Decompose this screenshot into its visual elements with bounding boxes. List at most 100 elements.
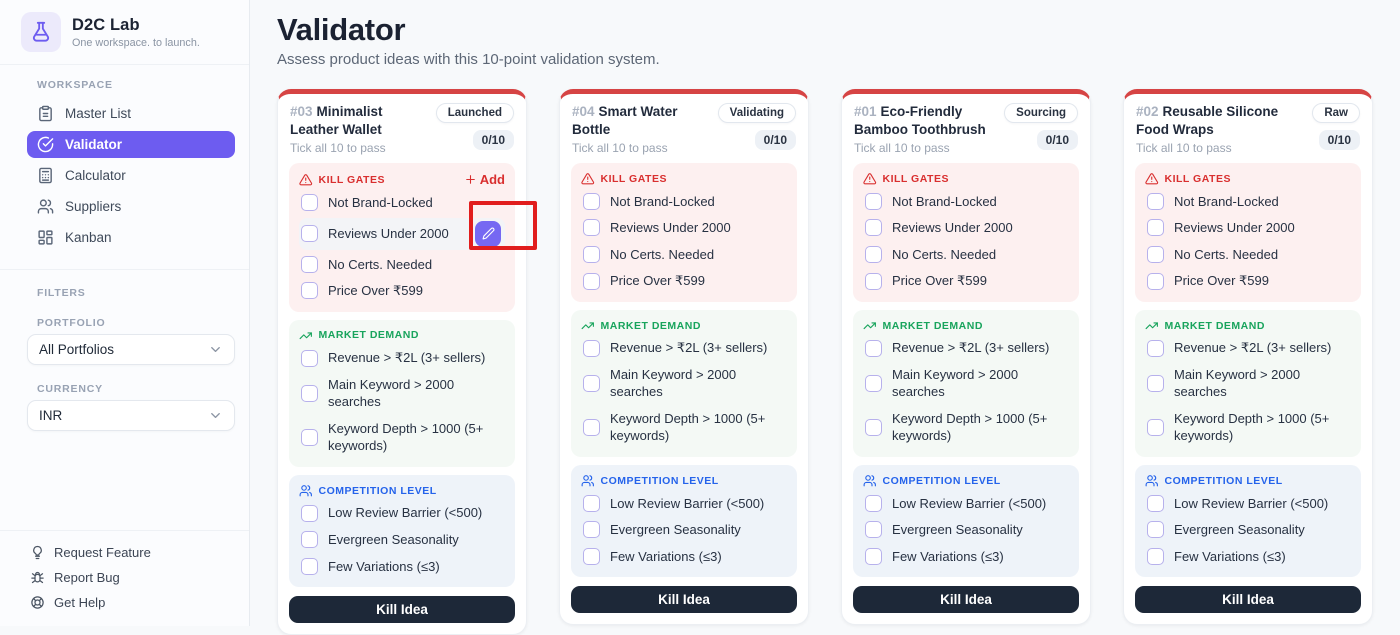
kill-idea-button[interactable]: Kill Idea	[571, 586, 797, 614]
checklist-item[interactable]: No Certs. Needed	[299, 253, 505, 277]
checkbox[interactable]	[583, 494, 600, 512]
checklist-item[interactable]: Keyword Depth > 1000 (5+ keywords)	[299, 417, 505, 458]
checkbox[interactable]	[865, 547, 882, 565]
checklist-item[interactable]: Evergreen Seasonality	[863, 518, 1069, 542]
checklist-item[interactable]: Low Review Barrier (<500)	[863, 492, 1069, 516]
checkbox[interactable]	[1147, 245, 1164, 263]
checkbox[interactable]	[583, 374, 600, 392]
checkbox[interactable]	[301, 282, 318, 300]
sidebar-item-suppliers[interactable]: Suppliers	[27, 193, 235, 220]
checklist-item[interactable]: Revenue > ₹2L (3+ sellers)	[581, 336, 787, 360]
checklist-item[interactable]: Reviews Under 2000	[1145, 216, 1351, 240]
checkbox[interactable]	[865, 374, 882, 392]
checklist-item[interactable]: Evergreen Seasonality	[299, 528, 505, 552]
checkbox[interactable]	[583, 219, 600, 237]
checklist-item[interactable]: Few Variations (≤3)	[299, 555, 505, 579]
checkbox[interactable]	[865, 272, 882, 290]
checklist-item[interactable]: Low Review Barrier (<500)	[581, 492, 787, 516]
checkbox[interactable]	[865, 521, 882, 539]
checkbox[interactable]	[583, 339, 600, 357]
checkbox[interactable]	[301, 557, 318, 575]
checklist-item[interactable]: Main Keyword > 2000 searches	[299, 373, 505, 414]
checkbox[interactable]	[865, 219, 882, 237]
checkbox[interactable]	[1147, 272, 1164, 290]
checklist-item[interactable]: No Certs. Needed	[581, 243, 787, 267]
status-badge[interactable]: Sourcing	[1004, 103, 1078, 123]
checklist-item[interactable]: Not Brand-Locked	[863, 190, 1069, 214]
checkbox[interactable]	[865, 339, 882, 357]
checklist-item[interactable]: Price Over ₹599	[1145, 269, 1351, 293]
currency-select[interactable]: INR	[27, 400, 235, 431]
checkbox[interactable]	[1147, 547, 1164, 565]
checklist-item[interactable]: Price Over ₹599	[863, 269, 1069, 293]
add-gate-button[interactable]: Add	[464, 172, 505, 187]
checkbox[interactable]	[865, 494, 882, 512]
checklist-item[interactable]: Few Variations (≤3)	[1145, 545, 1351, 569]
status-badge[interactable]: Launched	[435, 103, 514, 123]
checklist-item[interactable]: Reviews Under 2000	[863, 216, 1069, 240]
get-help-link[interactable]: Get Help	[30, 595, 249, 610]
checkbox[interactable]	[583, 245, 600, 263]
checklist-item[interactable]: Evergreen Seasonality	[1145, 518, 1351, 542]
checkbox[interactable]	[583, 418, 600, 436]
checkbox[interactable]	[301, 428, 318, 446]
checklist-item[interactable]: Keyword Depth > 1000 (5+ keywords)	[1145, 407, 1351, 448]
checklist-item[interactable]: Not Brand-Locked	[1145, 190, 1351, 214]
checkbox[interactable]	[865, 418, 882, 436]
checklist-item[interactable]: Price Over ₹599	[581, 269, 787, 293]
checkbox[interactable]	[1147, 418, 1164, 436]
checkbox[interactable]	[1147, 521, 1164, 539]
sidebar-item-validator[interactable]: Validator	[27, 131, 235, 158]
checklist-item[interactable]: Few Variations (≤3)	[581, 545, 787, 569]
checklist-item[interactable]: Reviews Under 2000	[299, 217, 505, 250]
request-feature-link[interactable]: Request Feature	[30, 545, 249, 560]
checklist-item[interactable]: Revenue > ₹2L (3+ sellers)	[1145, 336, 1351, 360]
checkbox[interactable]	[301, 504, 318, 522]
status-badge[interactable]: Raw	[1312, 103, 1360, 123]
checkbox[interactable]	[583, 272, 600, 290]
checklist-item[interactable]: Main Keyword > 2000 searches	[863, 363, 1069, 404]
checkbox[interactable]	[865, 192, 882, 210]
checklist-item[interactable]: Evergreen Seasonality	[581, 518, 787, 542]
checklist-item[interactable]: Revenue > ₹2L (3+ sellers)	[863, 336, 1069, 360]
checklist-item[interactable]: Not Brand-Locked	[581, 190, 787, 214]
checklist-item[interactable]: Few Variations (≤3)	[863, 545, 1069, 569]
checklist-item[interactable]: Low Review Barrier (<500)	[299, 501, 505, 525]
sidebar-item-calculator[interactable]: Calculator	[27, 162, 235, 189]
checklist-item[interactable]: Reviews Under 2000	[581, 216, 787, 240]
checkbox[interactable]	[865, 245, 882, 263]
checkbox[interactable]	[1147, 339, 1164, 357]
checklist-item[interactable]: Keyword Depth > 1000 (5+ keywords)	[581, 407, 787, 448]
checkbox[interactable]	[1147, 494, 1164, 512]
checkbox[interactable]	[301, 384, 318, 402]
checklist-item[interactable]: Revenue > ₹2L (3+ sellers)	[299, 346, 505, 370]
checkbox[interactable]	[301, 349, 318, 367]
checklist-item[interactable]: Keyword Depth > 1000 (5+ keywords)	[863, 407, 1069, 448]
checkbox[interactable]	[301, 531, 318, 549]
checklist-item[interactable]: Main Keyword > 2000 searches	[1145, 363, 1351, 404]
checklist-item[interactable]: Main Keyword > 2000 searches	[581, 363, 787, 404]
checklist-item[interactable]: No Certs. Needed	[863, 243, 1069, 267]
sidebar-item-master-list[interactable]: Master List	[27, 100, 235, 127]
checkbox[interactable]	[301, 255, 318, 273]
checkbox[interactable]	[1147, 192, 1164, 210]
checkbox[interactable]	[1147, 219, 1164, 237]
portfolio-select[interactable]: All Portfolios	[27, 334, 235, 365]
checkbox[interactable]	[301, 194, 318, 212]
checkbox[interactable]	[583, 192, 600, 210]
checkbox[interactable]	[1147, 374, 1164, 392]
kill-idea-button[interactable]: Kill Idea	[853, 586, 1079, 614]
sidebar-item-kanban[interactable]: Kanban	[27, 224, 235, 251]
checkbox[interactable]	[583, 547, 600, 565]
checkbox[interactable]	[301, 225, 318, 243]
kill-idea-button[interactable]: Kill Idea	[1135, 586, 1361, 614]
checklist-item[interactable]: Not Brand-Locked	[299, 191, 505, 215]
checklist-item[interactable]: Low Review Barrier (<500)	[1145, 492, 1351, 516]
checklist-item[interactable]: No Certs. Needed	[1145, 243, 1351, 267]
edit-gate-button[interactable]	[475, 220, 501, 247]
checkbox[interactable]	[583, 521, 600, 539]
report-bug-link[interactable]: Report Bug	[30, 570, 249, 585]
checklist-item[interactable]: Price Over ₹599	[299, 279, 505, 303]
kill-idea-button[interactable]: Kill Idea	[289, 596, 515, 624]
status-badge[interactable]: Validating	[717, 103, 796, 123]
